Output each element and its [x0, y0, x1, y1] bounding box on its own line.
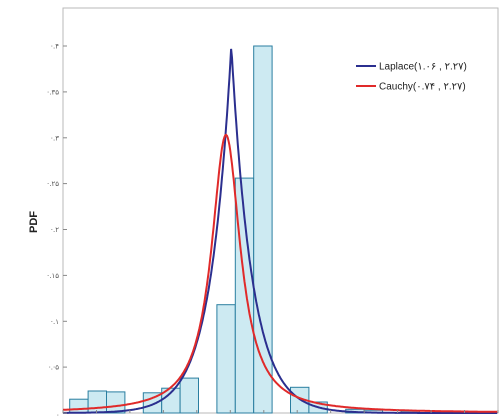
y-tick-label: ·.۲: [51, 226, 59, 234]
y-tick-label: ·.۳۵: [47, 88, 59, 96]
histogram-bars: [69, 45, 457, 414]
histogram-bar: [179, 377, 200, 414]
plot-frame: [62, 7, 499, 414]
y-tick-label: .: [57, 410, 59, 418]
histogram-bar: [69, 398, 89, 414]
y-tick-label: ·.۳: [51, 134, 59, 142]
legend: Laplace(۱.۰۶ , ۲.۲۷) Cauchy(۰.۷۴ , ۲.۲۷): [356, 62, 467, 93]
histogram-bar: [216, 304, 236, 414]
histogram-bar: [106, 391, 126, 414]
density-curves: [63, 48, 498, 414]
y-tick-label: ·.۱: [51, 318, 59, 326]
histogram-bar: [253, 45, 273, 414]
y-axis: . ·.·۵ ·.۱ ·.۱۵ ·.۲ ·.۲۵ ·.۳ ·.۳۵ ·.۴: [47, 43, 499, 418]
series-line-cauchy: [63, 133, 498, 413]
y-axis-label: PDF: [28, 211, 40, 233]
y-tick-label: ·.·۵: [49, 364, 60, 372]
y-tick-label: ·.۱۵: [47, 272, 59, 280]
series-line-laplace: [63, 48, 498, 414]
legend-label-cauchy: Cauchy(۰.۷۴ , ۲.۲۷): [379, 82, 466, 93]
y-tick-label: ·.۲۵: [47, 180, 59, 188]
legend-label-laplace: Laplace(۱.۰۶ , ۲.۲۷): [379, 62, 467, 73]
y-tick-label: ·.۴: [51, 43, 59, 51]
histogram-bar: [87, 390, 107, 414]
